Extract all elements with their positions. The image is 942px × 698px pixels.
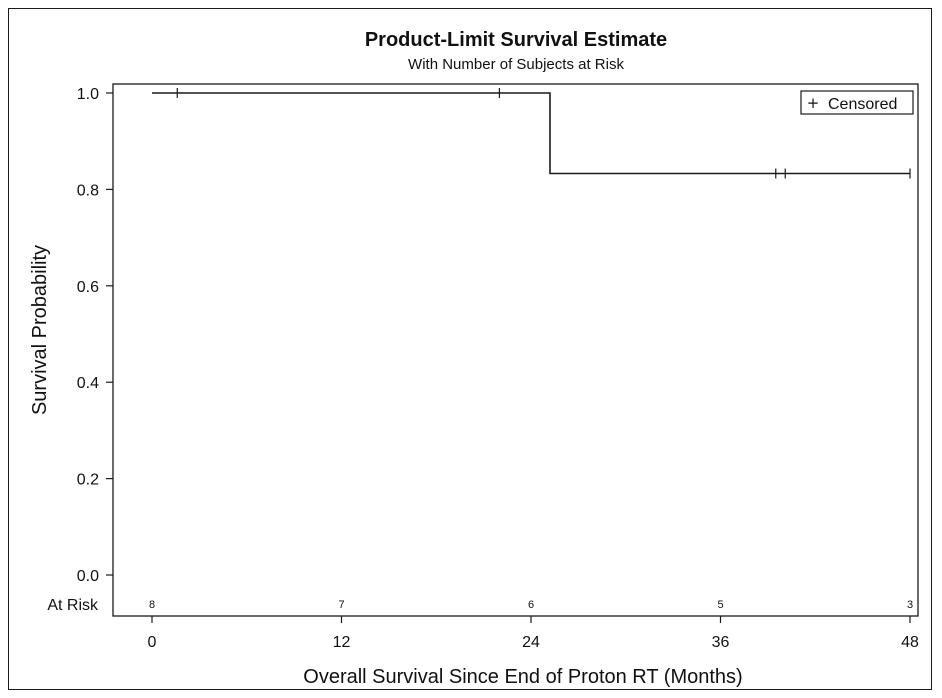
chart-subtitle: With Number of Subjects at Risk [408, 56, 624, 73]
y-tick-label: 0.8 [77, 182, 99, 199]
y-axis-label: Survival Probability [29, 245, 51, 415]
x-axis-label: Overall Survival Since End of Proton RT … [303, 666, 742, 688]
legend-label: Censored [828, 96, 897, 113]
survival-curve [152, 92, 910, 175]
at-risk-counts: 8 7 6 5 3 [149, 599, 913, 611]
y-tick-label: 0.2 [77, 472, 99, 489]
y-tick-label: 0.4 [77, 375, 99, 392]
y-axis: 0.0 0.2 0.4 0.6 0.8 1.0 [77, 86, 113, 585]
x-tick-label: 0 [148, 634, 157, 651]
at-risk-count: 7 [338, 599, 344, 611]
at-risk-count: 5 [717, 599, 723, 611]
x-tick-label: 24 [522, 634, 540, 651]
x-tick-label: 48 [901, 634, 919, 651]
censored-marks [176, 88, 911, 179]
legend-plus-icon: + [807, 94, 820, 112]
x-tick-label: 36 [712, 634, 730, 651]
legend-box [800, 90, 914, 115]
x-axis: 0 12 24 36 48 [148, 616, 919, 651]
at-risk-count: 8 [149, 599, 155, 611]
y-tick-label: 1.0 [77, 86, 99, 103]
legend: + Censored [800, 90, 914, 115]
at-risk-label: At Risk [47, 597, 99, 614]
at-risk-count: 6 [528, 599, 534, 611]
chart-title: Product-Limit Survival Estimate [365, 29, 667, 51]
chart-frame [8, 8, 932, 690]
y-tick-label: 0.6 [77, 279, 99, 296]
at-risk-count: 3 [907, 599, 913, 611]
x-tick-label: 12 [333, 634, 351, 651]
y-tick-label: 0.0 [77, 568, 99, 585]
plot-area [112, 83, 919, 617]
